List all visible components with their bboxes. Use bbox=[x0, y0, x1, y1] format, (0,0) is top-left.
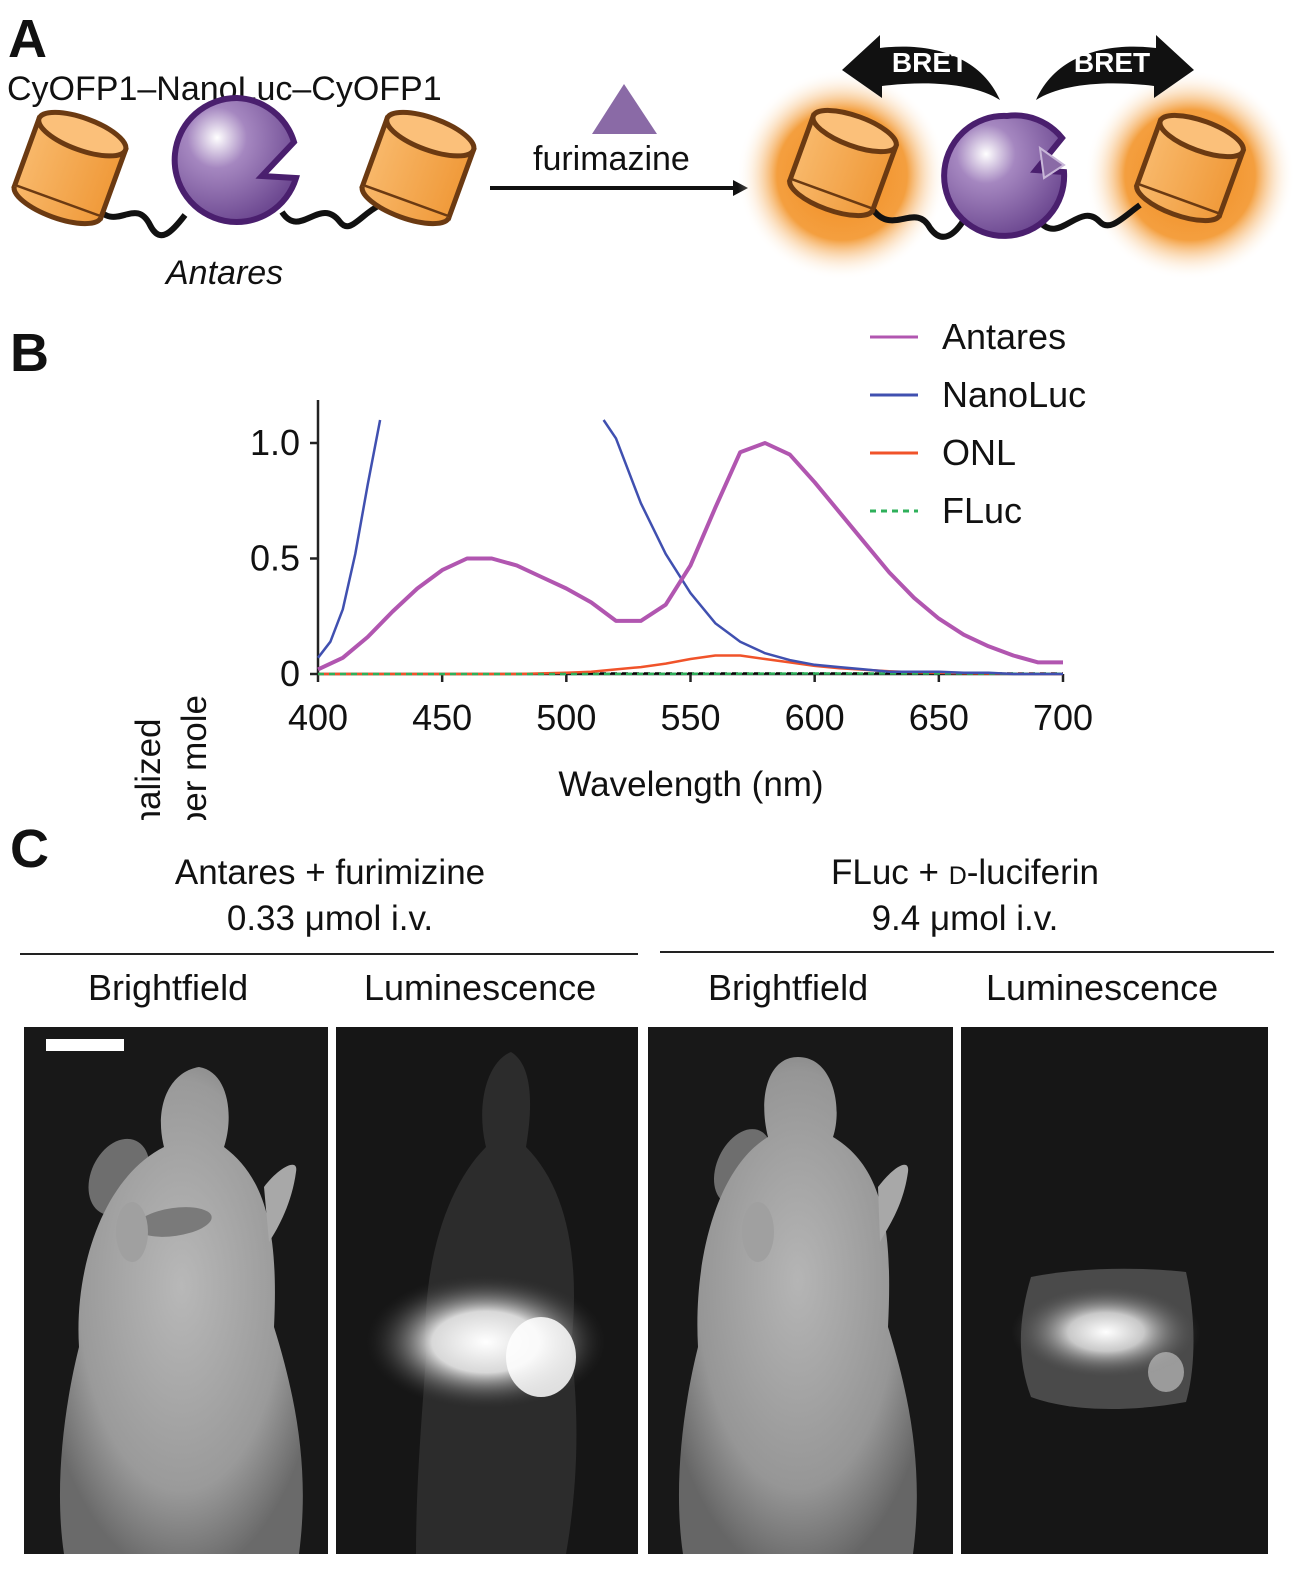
x-axis-label: Wavelength (nm) bbox=[558, 765, 823, 804]
group-right-line1-pre: FLuc + bbox=[830, 853, 949, 892]
y-tick-label: 0.5 bbox=[250, 538, 300, 579]
y-axis-label-line1: Normalized bbox=[129, 719, 168, 821]
substrate-label: furimazine bbox=[533, 140, 690, 178]
x-tick-label: 650 bbox=[909, 697, 969, 738]
bret-label-right: BRET bbox=[1074, 47, 1150, 78]
series-line-antares bbox=[317, 441, 1063, 672]
chart-series bbox=[317, 419, 1064, 676]
group-right-divider bbox=[660, 951, 1274, 953]
cyofp1-glowing-left-cylinder bbox=[786, 107, 900, 219]
cyofp1-left-cylinder bbox=[11, 109, 129, 227]
brightfield-image-fluc bbox=[648, 1027, 953, 1554]
brightfield-image-antares bbox=[24, 1027, 328, 1554]
group-right-line2: 9.4 μmol i.v. bbox=[871, 898, 1059, 938]
group-right-line1-post: -luciferin bbox=[966, 853, 1100, 892]
x-tick-label: 600 bbox=[785, 697, 845, 738]
legend-label-onl: ONL bbox=[942, 432, 1016, 473]
column-label-luminescence-2: Luminescence bbox=[986, 967, 1219, 1008]
x-tick-label: 400 bbox=[288, 697, 348, 738]
linker-left bbox=[92, 203, 188, 239]
group-right-header: FLuc + d-luciferin 9.4 μmol i.v. bbox=[655, 850, 1275, 941]
scale-bar bbox=[46, 1039, 124, 1051]
panel-a-diagram: BRET BRET bbox=[11, 35, 1295, 280]
chart-axes: 400 450 500 550 600 650 700 0 0.5 1.0 bbox=[250, 400, 1093, 738]
linker-right-construct-right bbox=[1037, 202, 1142, 232]
column-label-brightfield-2: Brightfield bbox=[708, 967, 869, 1008]
legend-label-antares: Antares bbox=[942, 316, 1066, 357]
nanoluc-sphere-right bbox=[941, 112, 1068, 239]
linker-right bbox=[279, 202, 382, 230]
panel-b-letter: B bbox=[10, 323, 49, 383]
group-right-line1-sc: d bbox=[948, 853, 967, 892]
group-left-line1: Antares + furimizine bbox=[174, 853, 486, 892]
cyofp1-glowing-right-cylinder bbox=[1133, 112, 1247, 224]
bret-arrow-right bbox=[1036, 35, 1194, 100]
y-tick-label: 0 bbox=[280, 653, 300, 694]
series-line-nanoluc bbox=[317, 419, 1063, 676]
x-tick-label: 450 bbox=[412, 697, 472, 738]
x-tick-label: 550 bbox=[660, 697, 720, 738]
emission-spectrum-chart: 400 450 500 550 600 650 700 0 0.5 1.0 Antares Nano… bbox=[129, 316, 1093, 821]
luminescence-image-antares bbox=[336, 1027, 638, 1554]
column-label-brightfield-1: Brightfield bbox=[88, 967, 249, 1008]
x-tick-label: 700 bbox=[1033, 697, 1093, 738]
cyofp1-right-cylinder bbox=[359, 109, 477, 227]
group-left-line2: 0.33 μmol i.v. bbox=[226, 898, 434, 938]
group-left-header: Antares + furimizine 0.33 μmol i.v. bbox=[20, 850, 640, 941]
bound-furimazine-triangle bbox=[1038, 145, 1066, 180]
legend-label-nanoluc: NanoLuc bbox=[942, 374, 1086, 415]
linker-right-construct-left bbox=[867, 203, 968, 240]
nanoluc-sphere-left bbox=[171, 94, 300, 225]
bret-arrow-left bbox=[842, 35, 1000, 100]
panel-a-letter: A bbox=[8, 9, 47, 69]
y-axis-label-line2: emission per mole bbox=[175, 695, 214, 820]
x-tick-label: 500 bbox=[536, 697, 596, 738]
chart-legend: Antares NanoLuc ONL FLuc bbox=[870, 316, 1086, 531]
y-tick-label: 1.0 bbox=[250, 422, 300, 463]
furimazine-triangle bbox=[592, 84, 657, 134]
panel-c-letter: C bbox=[10, 819, 49, 879]
luminescence-image-fluc bbox=[961, 1027, 1268, 1554]
group-right-line1: FLuc + d-luciferin bbox=[655, 850, 1275, 896]
bret-label-left: BRET bbox=[892, 47, 968, 78]
legend-label-fluc: FLuc bbox=[942, 490, 1022, 531]
group-left-divider bbox=[20, 953, 638, 955]
protein-name-label: Antares bbox=[166, 254, 284, 292]
column-label-luminescence-1: Luminescence bbox=[364, 967, 597, 1008]
